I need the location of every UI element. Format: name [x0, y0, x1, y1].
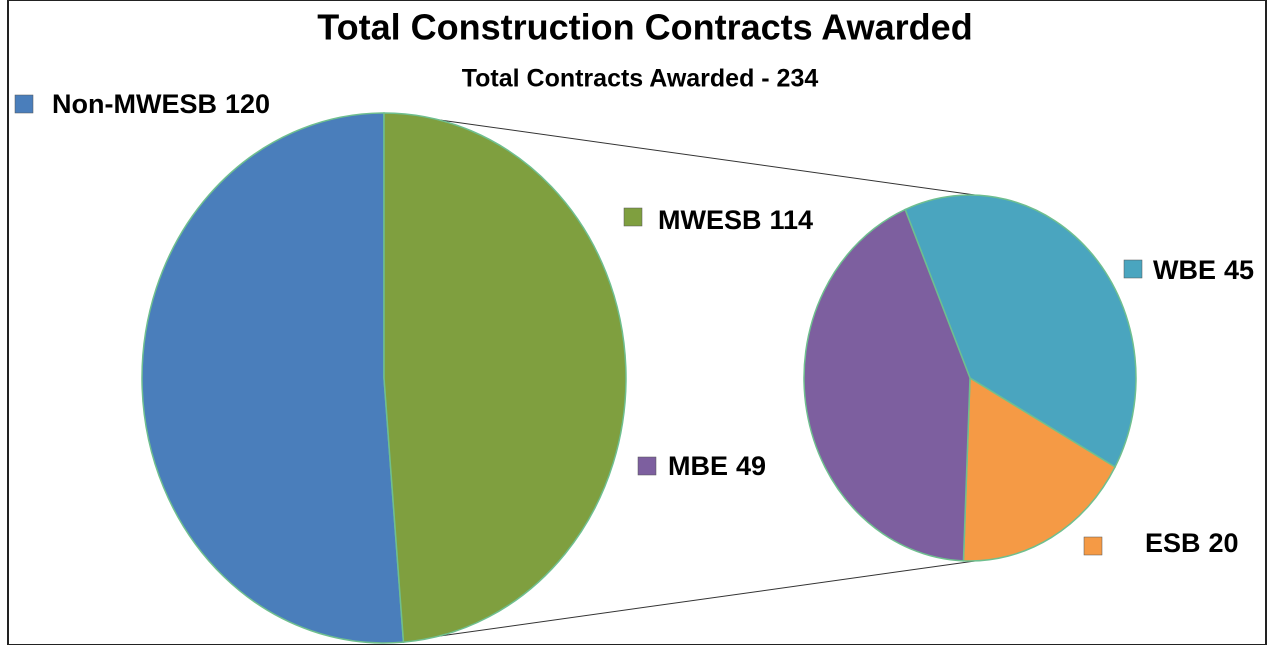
chart-subtitle: Total Contracts Awarded - 234: [462, 65, 819, 93]
label-value: 120: [225, 89, 270, 119]
label-value: 20: [1209, 528, 1239, 558]
data-label: MBE 49: [668, 451, 766, 481]
chart-title: Total Construction Contracts Awarded: [317, 7, 972, 48]
data-label: ESB 20: [1145, 528, 1239, 558]
data-label: WBE 45: [1153, 255, 1254, 285]
connector-line: [389, 560, 976, 644]
legend-swatch: [637, 456, 657, 476]
label-value: 114: [770, 205, 814, 235]
label-name: WBE: [1153, 255, 1216, 285]
label-name: MBE: [668, 451, 728, 481]
label-name: Non-MWESB: [52, 89, 217, 119]
label-name: ESB: [1145, 528, 1201, 558]
data-label: Non-MWESB 120: [52, 89, 270, 119]
pie-slice: [962, 376, 1117, 562]
legend-swatch: [14, 94, 34, 114]
pie-slice: [383, 112, 627, 643]
pie-slice: [904, 194, 1137, 469]
legend-swatch: [1123, 259, 1143, 279]
connector-line: [389, 112, 976, 196]
pie-slice: [141, 112, 405, 644]
pie-slice: [803, 208, 971, 562]
label-value: 49: [736, 451, 766, 481]
data-label: MWESB 114: [658, 205, 813, 235]
legend-swatch: [623, 207, 643, 227]
label-name: MWESB: [658, 205, 762, 235]
legend-swatch: [1083, 536, 1103, 556]
label-value: 45: [1224, 255, 1254, 285]
